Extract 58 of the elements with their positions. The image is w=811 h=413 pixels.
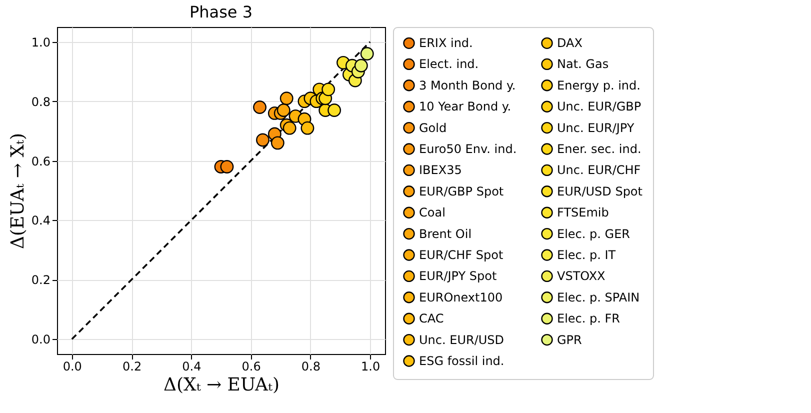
legend-label: 3 Month Bond y. <box>419 78 516 92</box>
legend-label: Unc. EUR/JPY <box>557 120 635 135</box>
legend-label: Elec. p. SPAIN <box>557 290 640 304</box>
legend-label: EUROnext100 <box>419 290 503 304</box>
chart-title: Phase 3 <box>189 2 253 22</box>
point <box>220 160 234 174</box>
point <box>253 100 266 114</box>
point <box>300 121 314 135</box>
legend-label: Euro50 Env. ind. <box>419 142 517 156</box>
x-tick-label: 0.2 <box>122 360 142 374</box>
point <box>282 121 296 135</box>
legend-label: Elec. p. GER <box>557 226 630 241</box>
y-tick-label: 0.6 <box>31 154 50 168</box>
legend-label: Coal <box>419 206 446 220</box>
y-tick-label: 0.0 <box>31 332 50 347</box>
x-tick-label: 0.6 <box>242 360 261 374</box>
legend-label: EUR/JPY Spot <box>419 269 497 284</box>
legend-label: FTSEmib <box>557 206 609 220</box>
legend-label: Unc. EUR/GBP <box>557 100 642 114</box>
y-tick-label: 0.4 <box>31 214 50 228</box>
point <box>322 82 336 96</box>
legend-label: Nat. Gas <box>557 57 609 72</box>
legend-label: 10 Year Bond y. <box>419 100 512 114</box>
x-axis-title: Δ(Xₜ → EUAₜ) <box>163 374 280 396</box>
y-axis-title: Δ(EUAₜ → Xₜ) <box>7 132 28 250</box>
x-tick-label: 0.4 <box>182 360 202 374</box>
legend-label: ERIX ind. <box>419 36 473 50</box>
legend-label: EUR/USD Spot <box>557 184 643 198</box>
legend-label: EUR/CHF Spot <box>419 248 504 262</box>
legend-label: Elec. p. FR <box>557 312 620 326</box>
legend-label: Unc. EUR/USD <box>419 332 504 347</box>
legend-label: CAC <box>419 312 444 326</box>
legend-label: Brent Oil <box>419 226 472 241</box>
point <box>328 104 342 117</box>
legend-label: Gold <box>419 120 447 135</box>
x-tick-label: 0.8 <box>301 360 320 374</box>
x-tick-label: 1.0 <box>361 360 380 374</box>
legend-label: EUR/GBP Spot <box>419 184 504 198</box>
y-tick-label: 0.8 <box>31 94 50 109</box>
x-tick-label: 0.0 <box>62 360 82 374</box>
point <box>256 133 270 147</box>
legend-label: IBEX35 <box>419 163 462 178</box>
point <box>276 104 290 117</box>
legend-label: Elect. ind. <box>419 57 479 72</box>
legend-label: Ener. sec. ind. <box>557 142 642 156</box>
y-tick-label: 0.2 <box>31 273 50 288</box>
point <box>360 47 374 60</box>
legend-label: VSTOXX <box>557 269 606 284</box>
point <box>270 136 284 150</box>
legend-label: DAX <box>557 36 582 50</box>
legend-label: Unc. EUR/CHF <box>557 163 641 178</box>
legend-label: Energy p. ind. <box>557 78 640 92</box>
legend-label: ESG fossil ind. <box>419 354 504 368</box>
point <box>354 58 368 72</box>
y-tick-label: 1.0 <box>31 35 50 50</box>
legend-label: Elec. p. IT <box>557 248 616 262</box>
point <box>280 92 294 106</box>
legend-label: GPR <box>557 332 582 347</box>
